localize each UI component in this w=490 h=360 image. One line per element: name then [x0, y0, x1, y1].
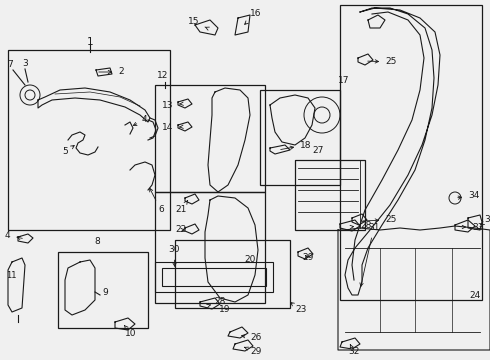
- Text: 3: 3: [22, 59, 28, 68]
- Bar: [175, 240, 290, 308]
- Bar: [162, 268, 266, 286]
- Bar: [155, 85, 265, 192]
- Text: 16: 16: [245, 9, 262, 24]
- Bar: [295, 160, 365, 230]
- Text: 21: 21: [175, 201, 188, 215]
- Bar: [340, 5, 482, 300]
- Text: 35: 35: [481, 216, 490, 225]
- Text: 32: 32: [348, 345, 359, 356]
- Text: 4: 4: [5, 230, 23, 239]
- Text: 29: 29: [245, 347, 261, 356]
- Text: 14: 14: [162, 123, 183, 132]
- Text: 17: 17: [338, 76, 349, 85]
- Text: 19: 19: [219, 305, 231, 314]
- Text: 15: 15: [188, 18, 209, 30]
- Text: 10: 10: [124, 325, 137, 338]
- Text: 2: 2: [99, 68, 123, 77]
- Bar: [58, 252, 148, 328]
- Text: 29: 29: [302, 253, 314, 262]
- Text: 13: 13: [162, 100, 183, 109]
- Text: 24: 24: [469, 291, 481, 300]
- Text: 12: 12: [157, 71, 169, 80]
- Text: 31: 31: [360, 224, 379, 286]
- Text: 5: 5: [62, 145, 74, 157]
- Bar: [155, 192, 265, 303]
- Text: 18: 18: [281, 140, 312, 149]
- Bar: [8, 50, 170, 230]
- Text: 9: 9: [102, 288, 108, 297]
- Text: 6: 6: [150, 188, 164, 215]
- Text: 28: 28: [350, 220, 371, 230]
- Text: 20: 20: [245, 255, 256, 264]
- Text: 8: 8: [94, 237, 100, 246]
- Text: 27: 27: [312, 146, 324, 155]
- Text: 11: 11: [6, 271, 17, 280]
- Text: 34: 34: [458, 192, 479, 201]
- Text: 33: 33: [462, 222, 484, 231]
- Text: 1: 1: [87, 37, 93, 47]
- Text: 25: 25: [363, 216, 396, 225]
- Text: 23: 23: [291, 302, 306, 315]
- Text: 28: 28: [207, 297, 225, 307]
- Bar: [155, 262, 273, 292]
- Text: 22: 22: [175, 225, 186, 234]
- Text: 25: 25: [368, 58, 396, 67]
- Bar: [260, 90, 340, 185]
- Text: 30: 30: [168, 246, 179, 266]
- Text: 7: 7: [7, 60, 13, 69]
- Text: 4: 4: [133, 116, 147, 126]
- Text: 26: 26: [242, 333, 261, 342]
